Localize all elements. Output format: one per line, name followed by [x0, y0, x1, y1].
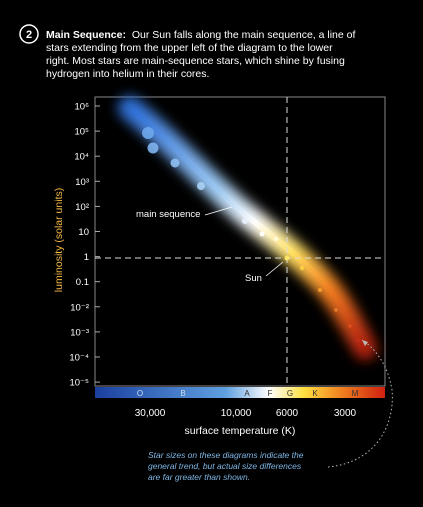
- y-tick-label: 10⁻²: [70, 302, 89, 313]
- star: [197, 182, 205, 190]
- spectral-class: O: [137, 389, 143, 398]
- y-tick-label: 10⁻³: [70, 327, 89, 338]
- x-axis-label: surface temperature (K): [185, 425, 296, 437]
- y-tick-label: 1: [84, 252, 89, 263]
- y-tick-label: 0.1: [76, 277, 89, 288]
- body-line: stars extending from the upper left of t…: [46, 42, 333, 54]
- body-line: right. Most stars are main-sequence star…: [46, 55, 345, 67]
- y-tick-label: 10: [78, 227, 89, 238]
- spectral-class: M: [352, 389, 359, 398]
- star: [348, 324, 352, 328]
- body-line: hydrogen into helium in their cores.: [46, 68, 209, 80]
- footnote-line: Star sizes on these diagrams indicate th…: [148, 450, 304, 460]
- star: [274, 237, 279, 242]
- star: [142, 127, 154, 139]
- star: [318, 288, 322, 292]
- spectral-class: K: [312, 389, 318, 398]
- star: [242, 218, 248, 224]
- x-tick-label: 6000: [276, 408, 299, 419]
- footnote: Star sizes on these diagrams indicate th…: [148, 450, 304, 482]
- figure: 2 Main Sequence: Our Sun falls along the…: [0, 0, 423, 502]
- y-tick-label: 10³: [75, 177, 89, 188]
- star: [334, 308, 338, 312]
- spectral-class: G: [287, 389, 293, 398]
- star: [171, 159, 180, 168]
- y-tick-label: 10⁶: [75, 102, 90, 113]
- body-text: Main Sequence: Our Sun falls along the m…: [46, 29, 358, 80]
- x-tick-label: 3000: [334, 408, 357, 419]
- y-tick-label: 10⁻⁵: [69, 378, 89, 389]
- star: [356, 338, 360, 342]
- y-tick-label: 10⁻⁴: [69, 353, 89, 364]
- y-tick-label: 10²: [75, 202, 89, 213]
- y-tick-label: 10⁴: [74, 152, 89, 163]
- x-tick-label: 10,000: [221, 408, 252, 419]
- y-axis-label: luminosity (solar units): [53, 188, 65, 292]
- spectral-class: F: [268, 389, 273, 398]
- spectral-class: B: [180, 389, 185, 398]
- step-number: 2: [26, 29, 32, 41]
- spectral-class: A: [244, 389, 250, 398]
- heading: Main Sequence:: [46, 29, 126, 41]
- y-tick-label: 10⁵: [74, 127, 89, 138]
- x-tick-label: 30,000: [135, 408, 166, 419]
- star: [285, 256, 290, 261]
- star: [300, 266, 304, 270]
- annotation: main sequence: [136, 209, 200, 220]
- footnote-line: general trend, but actual size differenc…: [148, 461, 302, 471]
- x-ticks: 30,000 10,000 6000 3000: [135, 408, 357, 419]
- footnote-line: are far greater than shown.: [148, 472, 250, 482]
- annotation: Sun: [245, 273, 262, 284]
- star: [148, 143, 159, 154]
- body-line: Our Sun falls along the main sequence, a…: [132, 29, 356, 41]
- star: [260, 232, 265, 237]
- plot-frame: [95, 97, 385, 386]
